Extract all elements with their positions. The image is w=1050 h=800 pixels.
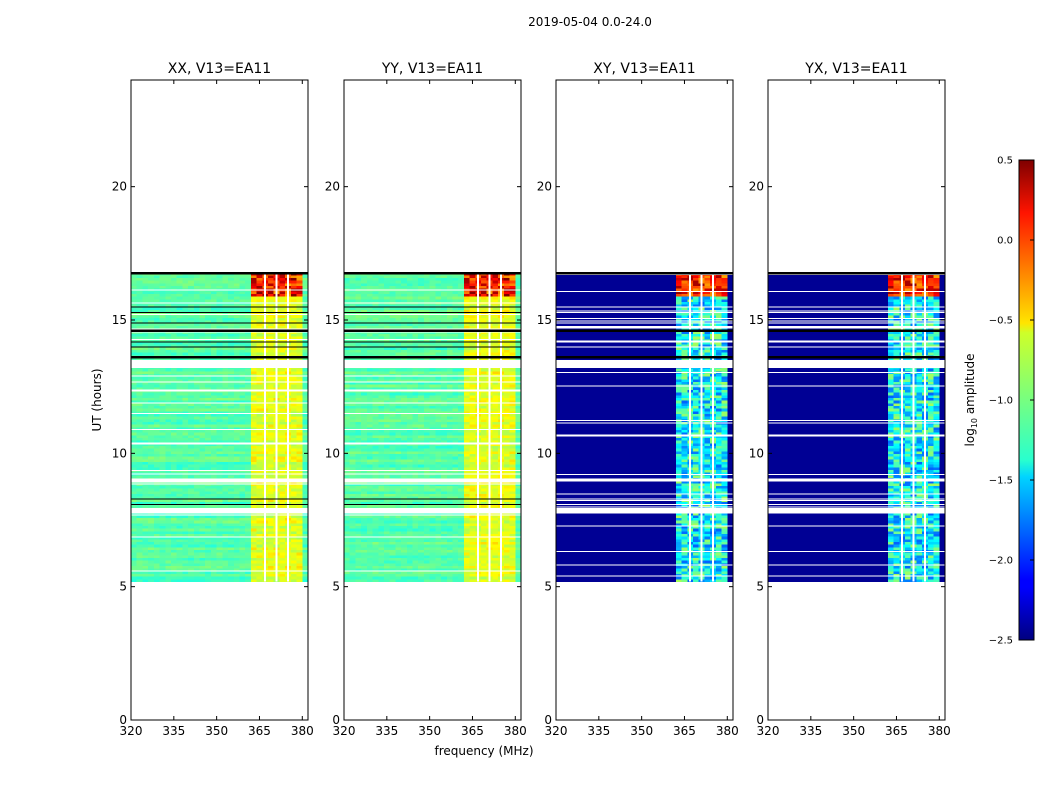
y-tick-label: 5	[756, 580, 764, 594]
x-tick-label: 350	[842, 724, 865, 738]
colorbar-label-sub: 10	[970, 418, 979, 428]
y-tick-label: 0	[332, 713, 340, 727]
x-tick-label: 320	[545, 724, 568, 738]
y-tick-label: 5	[119, 580, 127, 594]
heatmap-xx	[131, 272, 309, 582]
x-tick-label: 350	[205, 724, 228, 738]
x-tick-label: 380	[928, 724, 951, 738]
colorbar-tick-label: −0.5	[989, 316, 1013, 327]
panel-xy: XY, V13=EA11 320 335 350 365 380 0 5 10 15 20	[537, 61, 739, 738]
x-tick-label: 320	[120, 724, 143, 738]
heatmap-xy	[556, 272, 734, 582]
y-tick-label: 10	[749, 446, 764, 460]
y-tick-label: 0	[119, 713, 127, 727]
y-tick-label: 5	[544, 580, 552, 594]
panel-yx: YX, V13=EA11 320 335 350 365 380 0 5 10 15 20	[749, 61, 951, 738]
x-tick-label: 380	[504, 724, 527, 738]
colorbar-label: log10 amplitude	[963, 354, 979, 447]
x-tick-label: 380	[716, 724, 739, 738]
x-tick-label: 365	[248, 724, 271, 738]
y-axis-label: UT (hours)	[90, 368, 104, 431]
panel-title: YX, V13=EA11	[804, 61, 907, 77]
x-tick-label: 335	[162, 724, 185, 738]
colorbar: 0.5 0.0 −0.5 −1.0 −1.5 −2.0 −2.5 log10 amplitu…	[963, 156, 1035, 647]
panel-frame	[130, 79, 309, 721]
x-tick-label: 365	[461, 724, 484, 738]
panel-title: XY, V13=EA11	[593, 61, 695, 77]
colorbar-tick-label: −1.0	[989, 396, 1013, 407]
colorbar-tick-label: −2.0	[989, 556, 1013, 567]
panel-xx: XX, V13=EA11 320 335 350 365 380 0 5 10 15 20	[112, 61, 314, 738]
panel-frame	[555, 79, 734, 721]
x-tick-label: 335	[799, 724, 822, 738]
y-tick-label: 20	[749, 180, 764, 194]
x-tick-label: 365	[885, 724, 908, 738]
x-tick-label: 350	[418, 724, 441, 738]
y-tick-label: 20	[112, 180, 127, 194]
heatmap-yx	[768, 272, 946, 582]
y-tick-label: 15	[749, 313, 764, 327]
colorbar-label-rest: amplitude	[963, 354, 977, 418]
y-tick-label: 10	[112, 446, 127, 460]
y-tick-label: 20	[537, 180, 552, 194]
x-tick-label: 350	[630, 724, 653, 738]
y-tick-label: 10	[325, 446, 340, 460]
x-tick-label: 320	[757, 724, 780, 738]
colorbar-tick-label: −1.5	[989, 476, 1013, 487]
x-tick-label: 380	[291, 724, 314, 738]
y-tick-label: 5	[332, 580, 340, 594]
panel-yy: YY, V13=EA11 320 335 350 365 380 0 5 10 15 20	[325, 61, 527, 738]
panel-frame	[767, 79, 946, 721]
panel-frame	[343, 79, 522, 721]
y-tick-label: 0	[544, 713, 552, 727]
x-axis-label: frequency (MHz)	[434, 744, 533, 758]
x-tick-label: 365	[673, 724, 696, 738]
y-tick-label: 15	[325, 313, 340, 327]
colorbar-tick-label: 0.5	[997, 156, 1013, 167]
x-tick-label: 335	[587, 724, 610, 738]
colorbar-tick-label: 0.0	[997, 236, 1013, 247]
y-tick-label: 0	[756, 713, 764, 727]
colorbar-label-main: log	[963, 428, 977, 446]
y-tick-label: 20	[325, 180, 340, 194]
y-tick-label: 15	[112, 313, 127, 327]
panel-title: XX, V13=EA11	[168, 61, 271, 77]
figure-suptitle: 2019-05-04 0.0-24.0	[528, 15, 652, 29]
panel-title: YY, V13=EA11	[381, 61, 483, 77]
colorbar-tick-label: −2.5	[989, 636, 1013, 647]
y-tick-label: 15	[537, 313, 552, 327]
x-tick-label: 335	[375, 724, 398, 738]
x-tick-label: 320	[333, 724, 356, 738]
colorbar-ticks: 0.5 0.0 −0.5 −1.0 −1.5 −2.0 −2.5	[989, 156, 1034, 647]
y-tick-label: 10	[537, 446, 552, 460]
heatmap-yy	[344, 272, 522, 582]
